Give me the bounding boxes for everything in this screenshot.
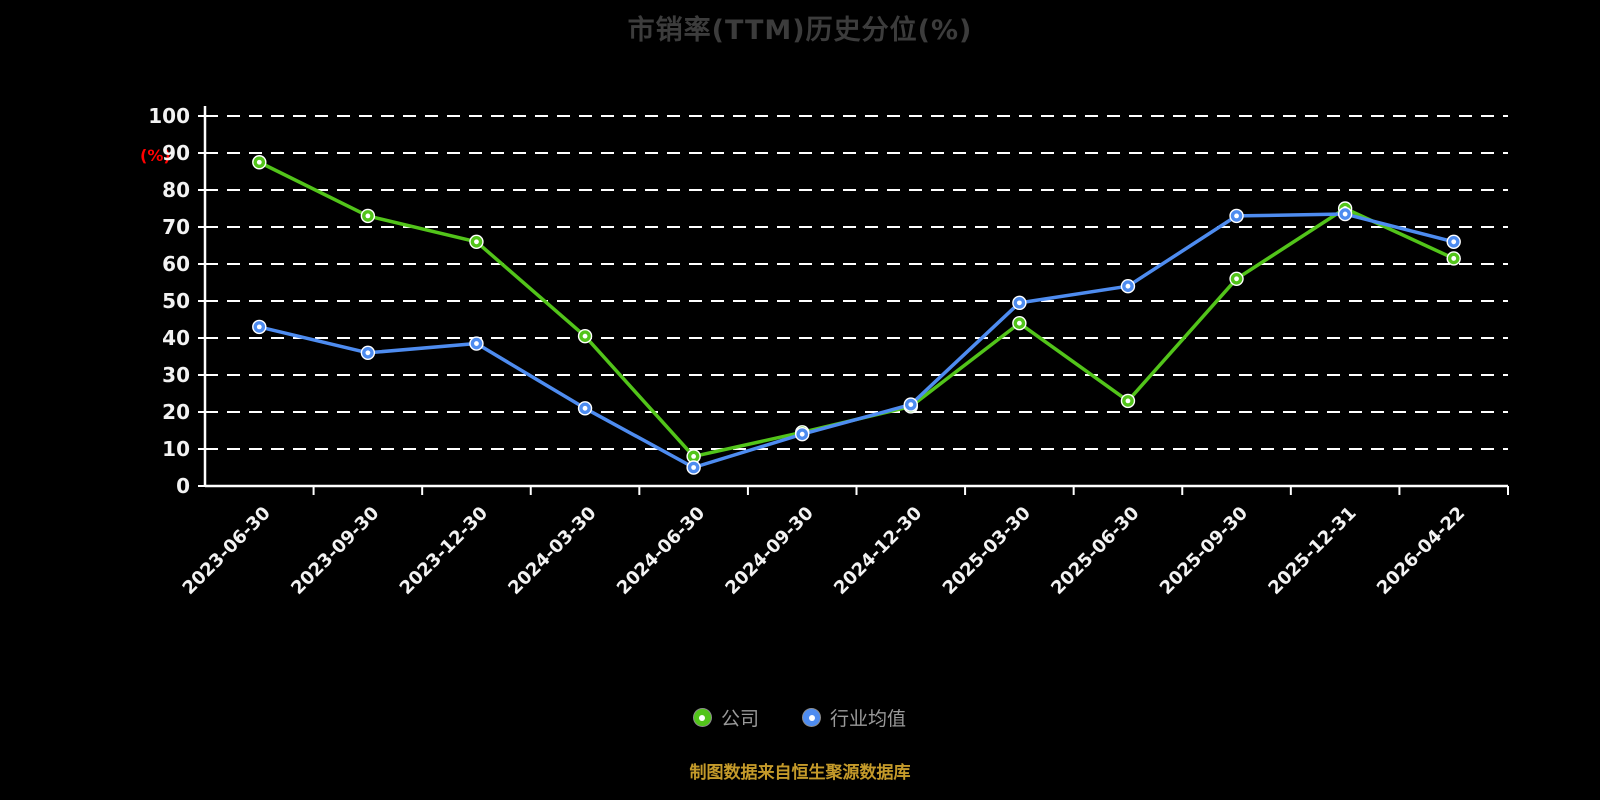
data-source-note: 制图数据来自恒生聚源数据库: [689, 763, 911, 783]
legend-item-company[interactable]: 公司: [693, 704, 759, 731]
legend-label-industry-average: 行业均值: [830, 708, 907, 730]
svg-text:20: 20: [162, 400, 190, 424]
company-series-marker-icon: [693, 709, 711, 726]
svg-text:2025-03-30: 2025-03-30: [939, 503, 1035, 599]
svg-text:2025-12-31: 2025-12-31: [1264, 503, 1360, 599]
svg-text:2025-09-30: 2025-09-30: [1156, 503, 1252, 599]
svg-text:2024-09-30: 2024-09-30: [721, 503, 817, 599]
svg-text:50: 50: [162, 289, 190, 313]
svg-text:80: 80: [162, 178, 190, 202]
svg-text:2023-12-30: 2023-12-30: [396, 503, 492, 599]
svg-text:2024-12-30: 2024-12-30: [830, 503, 926, 599]
svg-text:90: 90: [162, 141, 190, 165]
svg-text:2026-04-22: 2026-04-22: [1373, 503, 1469, 599]
industry-average-series-marker-icon: [803, 709, 820, 726]
legend-item-industry-average[interactable]: 行业均值: [803, 704, 906, 731]
svg-text:10: 10: [162, 437, 190, 461]
svg-text:40: 40: [162, 326, 190, 350]
svg-text:0: 0: [176, 474, 190, 498]
svg-text:100: 100: [148, 104, 190, 128]
svg-text:2023-06-30: 2023-06-30: [179, 503, 275, 599]
legend: 公司 行业均值: [0, 704, 1600, 731]
svg-text:2025-06-30: 2025-06-30: [1047, 503, 1143, 599]
svg-text:2024-03-30: 2024-03-30: [504, 503, 600, 599]
svg-text:30: 30: [162, 363, 190, 387]
chart-title: 市销率(TTM)历史分位(%): [627, 15, 973, 46]
svg-text:2023-09-30: 2023-09-30: [287, 503, 383, 599]
y-axis-unit-label: (%): [140, 146, 171, 165]
svg-text:70: 70: [162, 215, 190, 239]
svg-text:60: 60: [162, 252, 190, 276]
legend-label-company: 公司: [720, 708, 759, 730]
line-chart-canvas: 0 10 20 30 40 50 60 70 80 90 100 2023-06-30 2023-09-…: [148, 104, 1509, 599]
svg-text:2024-06-30: 2024-06-30: [613, 503, 709, 599]
